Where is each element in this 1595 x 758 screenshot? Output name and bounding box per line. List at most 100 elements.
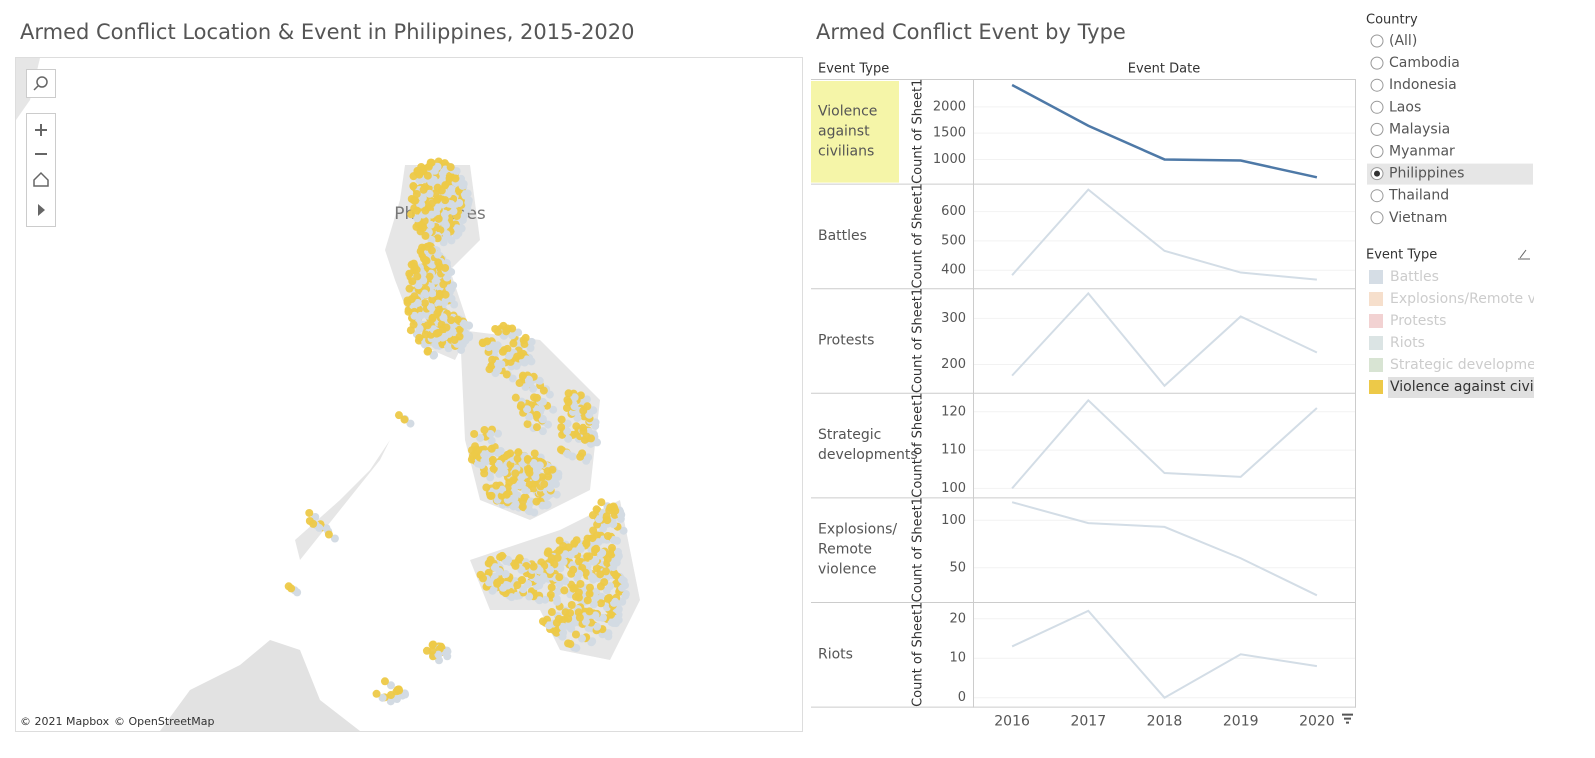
map-dot <box>617 510 626 519</box>
map-dot <box>604 594 613 603</box>
y-tick-label: 1000 <box>933 152 966 167</box>
map-dot <box>552 490 561 499</box>
legend-label[interactable]: Riots <box>1390 335 1425 351</box>
map-dot <box>544 472 553 481</box>
map-dot <box>380 677 389 686</box>
legend-label[interactable]: Violence against civilians <box>1390 379 1566 395</box>
map-dot <box>461 329 470 338</box>
legend-swatch[interactable] <box>1369 336 1383 350</box>
map-dot <box>455 199 464 208</box>
map-dot <box>525 592 534 601</box>
map-dot <box>513 454 522 463</box>
radio[interactable] <box>1370 211 1384 225</box>
map-dot <box>511 393 520 402</box>
map-dot <box>619 526 628 535</box>
map-dot <box>445 284 454 293</box>
filter-option[interactable]: Laos <box>1389 99 1421 115</box>
y-axis-title: Count of Sheet1 <box>911 602 926 707</box>
map-dot <box>546 484 555 493</box>
map-dot <box>518 576 527 585</box>
x-axis-title: Event Date <box>1128 62 1200 77</box>
filter-option[interactable]: Cambodia <box>1389 55 1460 71</box>
map-dot <box>463 204 472 213</box>
legend-swatch[interactable] <box>1369 270 1383 284</box>
map-dot <box>488 586 497 595</box>
map-dot <box>453 315 462 324</box>
map-dot <box>594 538 603 547</box>
filter-option[interactable]: Myanmar <box>1389 144 1455 160</box>
radio[interactable] <box>1370 56 1384 70</box>
map-toolbar[interactable] <box>26 69 56 227</box>
filter-option[interactable]: Philippines <box>1389 166 1464 182</box>
map-dot <box>413 272 422 281</box>
map-dot <box>499 583 508 592</box>
map-dot <box>607 610 616 619</box>
y-axis-title: Count of Sheet1 <box>911 392 926 497</box>
map-dot <box>558 622 567 631</box>
map-dot <box>588 637 597 646</box>
map-dot <box>618 597 627 606</box>
legend-swatch[interactable] <box>1369 380 1383 394</box>
filter-option[interactable]: Vietnam <box>1389 210 1447 226</box>
map-dot <box>489 341 498 350</box>
radio[interactable] <box>1370 34 1384 48</box>
map-dot <box>532 497 541 506</box>
map-dot <box>428 646 437 655</box>
legend-label[interactable]: Protests <box>1390 313 1446 329</box>
map-dot <box>555 573 564 582</box>
filter-option[interactable]: Thailand <box>1388 188 1449 204</box>
filter-option[interactable]: (All) <box>1389 33 1417 49</box>
search-button[interactable] <box>26 69 56 98</box>
map-dot <box>575 569 584 578</box>
sort-icon[interactable] <box>1342 713 1353 724</box>
legend-label[interactable]: Battles <box>1390 269 1439 285</box>
legend-swatch[interactable] <box>1369 314 1383 328</box>
chart: Violence against civilians Count of Sheet1 1… <box>811 79 1356 730</box>
map-dot <box>419 185 428 194</box>
legend-swatch[interactable] <box>1369 292 1383 306</box>
y-tick-label: 400 <box>941 263 966 278</box>
radio[interactable] <box>1370 122 1384 136</box>
map-dot <box>407 294 416 303</box>
country-filter[interactable]: (All) Cambodia Indonesia Laos Malaysia Myanma… <box>1367 33 1533 226</box>
legend-label[interactable]: Explosions/Remote violence <box>1390 291 1586 307</box>
map-dot <box>434 214 443 223</box>
radio[interactable] <box>1370 100 1384 114</box>
filter-option[interactable]: Indonesia <box>1389 77 1457 93</box>
map-dot <box>509 339 518 348</box>
map-dot <box>522 355 531 364</box>
map-dot <box>429 175 438 184</box>
legend-swatch[interactable] <box>1369 358 1383 372</box>
map-dot <box>458 216 467 225</box>
map-dot <box>535 596 544 605</box>
legend[interactable]: Battles Explosions/Remote violence Protest… <box>1369 269 1586 398</box>
map-dot <box>444 342 453 351</box>
map-dot <box>409 182 418 191</box>
filter-option[interactable]: Malaysia <box>1389 121 1450 137</box>
radio[interactable] <box>1370 189 1384 203</box>
map-dot <box>423 347 432 356</box>
radio[interactable] <box>1370 145 1384 158</box>
map-dot <box>428 314 437 323</box>
map-dot <box>560 586 569 595</box>
map-dot <box>480 450 489 459</box>
map-dot <box>553 553 562 562</box>
map-frame <box>15 57 803 732</box>
map-dot <box>486 429 495 438</box>
map-dot <box>490 563 499 572</box>
map-dot <box>511 561 520 570</box>
line <box>1011 501 1318 597</box>
map-dot <box>498 551 507 560</box>
map-dot <box>386 697 395 706</box>
map-dot <box>414 281 423 290</box>
map-dot <box>434 650 443 659</box>
map-dot <box>437 186 446 195</box>
map-dot <box>591 587 600 596</box>
legend-label[interactable]: Strategic developments <box>1390 357 1557 373</box>
radio[interactable] <box>1370 78 1384 92</box>
map-dot <box>525 469 534 478</box>
map-dot <box>552 618 561 627</box>
map-dot <box>434 299 443 308</box>
legend-edit-icon[interactable] <box>1518 249 1530 260</box>
map-dot <box>460 190 469 199</box>
